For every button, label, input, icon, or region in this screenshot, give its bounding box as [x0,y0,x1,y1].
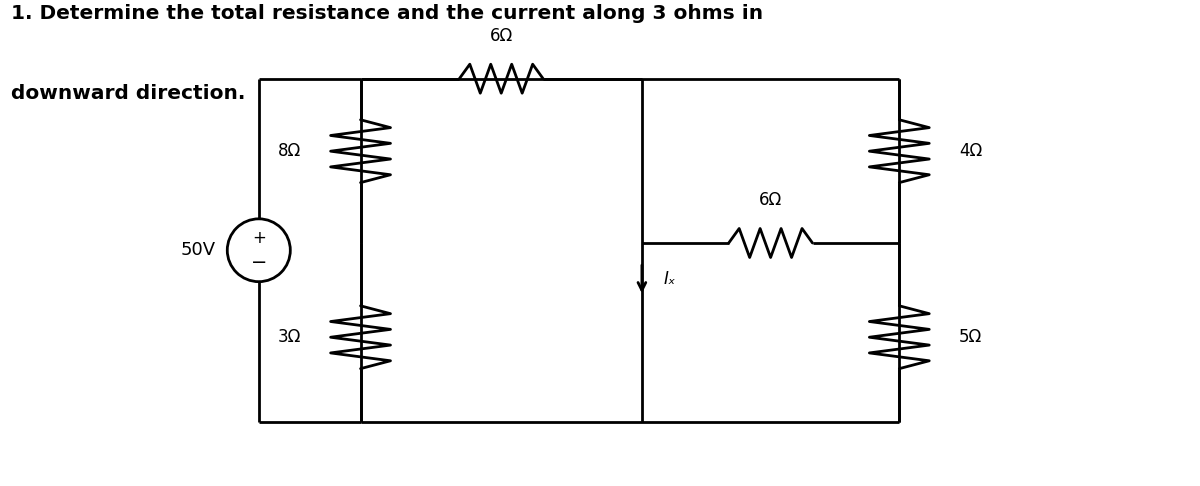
Text: 50V: 50V [180,241,215,259]
Text: 6Ω: 6Ω [758,191,782,209]
Text: Iₓ: Iₓ [664,270,676,288]
Text: 3Ω: 3Ω [277,328,301,346]
Text: 6Ω: 6Ω [490,27,512,45]
Text: 1. Determine the total resistance and the current along 3 ohms in: 1. Determine the total resistance and th… [11,4,763,23]
Text: 4Ω: 4Ω [959,142,983,160]
Text: −: − [251,253,266,272]
Text: +: + [252,229,265,247]
Text: downward direction.: downward direction. [11,84,245,103]
Text: 5Ω: 5Ω [959,328,983,346]
Text: 8Ω: 8Ω [277,142,301,160]
